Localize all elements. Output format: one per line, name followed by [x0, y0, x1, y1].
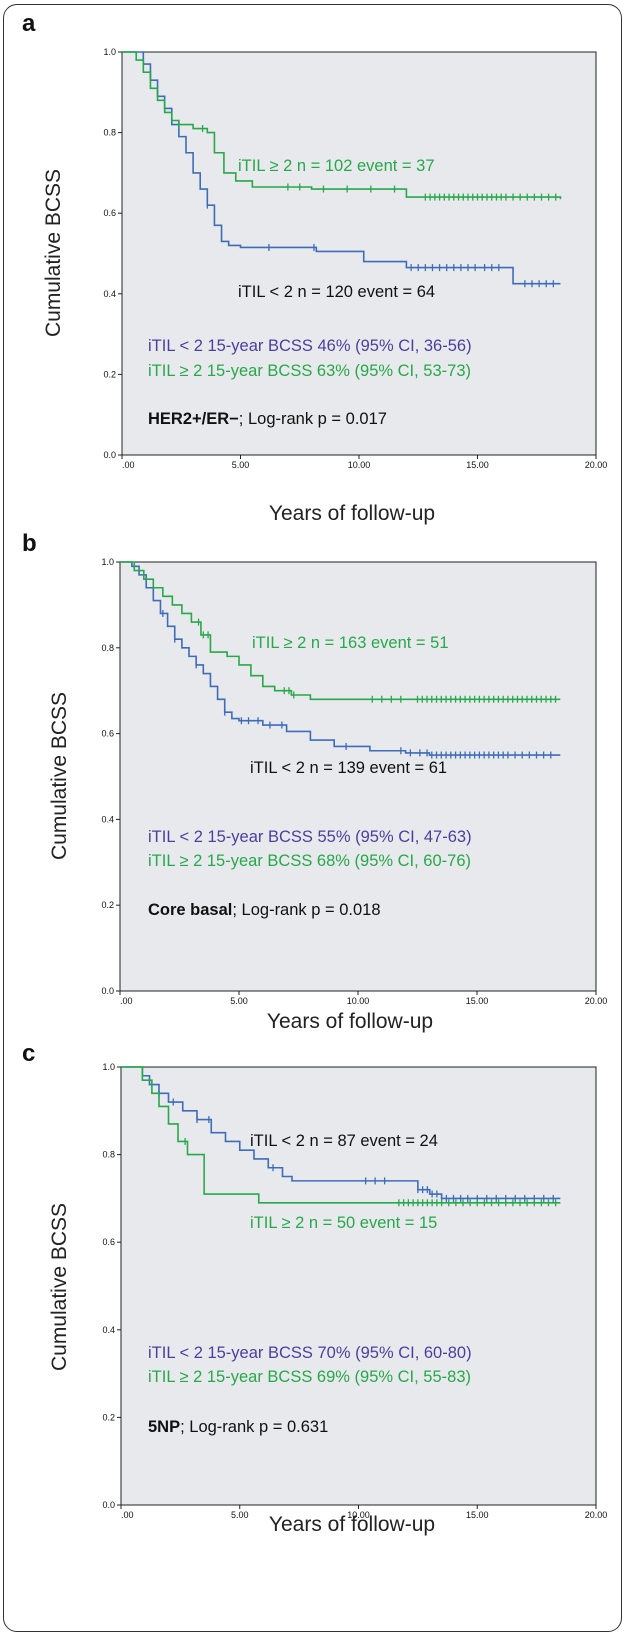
y-tick-label: 0.4 [103, 289, 116, 299]
bcss-low-text: iTIL < 2 15-year BCSS 55% (95% CI, 47-63… [148, 828, 472, 846]
logrank-text: 5NP; Log-rank p = 0.631 [148, 1418, 328, 1436]
panel-c: c .00 5.00 10.00 15.00 20.00 0.0 0.2 0.4 0.6 0.8 1… [0, 1040, 629, 1560]
x-tick-label: 10.00 [347, 1510, 370, 1520]
plot-area [121, 51, 597, 456]
y-tick-label: 0.6 [103, 208, 116, 218]
y-tick-label: 1.0 [102, 1062, 115, 1072]
series-lines [121, 1066, 561, 1207]
panel-a: a .00 5.00 10.00 15.00 20.00 0.0 0.2 0.4 0.6 0.8 1… [0, 10, 629, 530]
panel-label: b [22, 530, 37, 557]
y-tick-label: 0.6 [101, 729, 114, 739]
bcss-low-text: iTIL < 2 15-year BCSS 46% (95% CI, 36-56… [148, 337, 472, 355]
x-tick-label: 10.00 [348, 460, 371, 470]
x-tick-label: 15.00 [466, 1510, 489, 1520]
series-lines [122, 51, 562, 288]
bcss-high-text: iTIL ≥ 2 15-year BCSS 69% (95% CI, 55-83… [148, 1368, 471, 1386]
green-curve-label: iTIL ≥ 2 n = 102 event = 37 [238, 157, 435, 175]
y-tick-label: 0.4 [101, 814, 114, 824]
y-tick-label: 0.0 [103, 450, 116, 460]
survival-curve [121, 1066, 561, 1204]
logrank-value: ; Log-rank p = 0.017 [239, 410, 387, 428]
subtype-label: HER2+/ER− [148, 410, 239, 428]
y-tick-label: 0.8 [103, 128, 116, 138]
panel-label: a [22, 10, 36, 37]
y-tick-label: 0.2 [101, 900, 114, 910]
subtype-label: Core basal [148, 901, 232, 919]
x-axis-label: Years of follow-up [269, 502, 435, 525]
survival-curve [122, 51, 562, 200]
axes: .00 5.00 10.00 15.00 20.00 0.0 0.2 0.4 0.6 0.8 1.0 [102, 1062, 607, 1520]
y-tick-label: 0.0 [101, 986, 114, 996]
blue-curve-label: iTIL < 2 n = 120 event = 64 [238, 283, 435, 301]
x-tick-label: 5.00 [230, 996, 248, 1006]
y-tick-label: 1.0 [101, 557, 114, 567]
y-tick-label: 1.0 [103, 47, 116, 57]
subtype-label: 5NP [148, 1418, 180, 1436]
logrank-value: ; Log-rank p = 0.018 [232, 901, 380, 919]
blue-curve-label: iTIL < 2 n = 139 event = 61 [250, 759, 447, 777]
x-tick-label: 10.00 [347, 996, 370, 1006]
x-tick-label: 20.00 [585, 1510, 608, 1520]
y-axis-label: Cumulative BCSS [48, 692, 71, 860]
x-tick-label: .00 [120, 996, 133, 1006]
survival-curve [120, 561, 561, 701]
y-tick-label: 0.8 [102, 1150, 115, 1160]
bcss-low-text: iTIL < 2 15-year BCSS 70% (95% CI, 60-80… [148, 1344, 472, 1362]
x-tick-label: 15.00 [466, 996, 489, 1006]
green-curve-label: iTIL ≥ 2 n = 50 event = 15 [250, 1214, 437, 1232]
green-curve-label: iTIL ≥ 2 n = 163 event = 51 [252, 634, 449, 652]
axes: .00 5.00 10.00 15.00 20.00 0.0 0.2 0.4 0.6 0.8 1.0 [101, 557, 607, 1006]
y-tick-label: 0.0 [102, 1500, 115, 1510]
x-tick-label: 15.00 [466, 460, 489, 470]
x-axis-label: Years of follow-up [269, 1513, 435, 1536]
x-tick-label: 20.00 [585, 460, 608, 470]
y-tick-label: 0.6 [102, 1237, 115, 1247]
y-tick-label: 0.2 [103, 369, 116, 379]
x-tick-label: .00 [121, 1510, 134, 1520]
panel-label: c [22, 1040, 36, 1067]
bcss-high-text: iTIL ≥ 2 15-year BCSS 68% (95% CI, 60-76… [148, 852, 471, 870]
x-tick-label: 5.00 [232, 460, 250, 470]
logrank-text: HER2+/ER−; Log-rank p = 0.017 [148, 410, 387, 428]
panel-b: b .00 5.00 10.00 15.00 20.00 0.0 0.2 0.4 0.6 0.8 1… [0, 530, 629, 1040]
x-tick-label: .00 [122, 460, 135, 470]
plot-area [120, 1066, 597, 1506]
x-tick-label: 20.00 [585, 996, 608, 1006]
blue-curve-label: iTIL < 2 n = 87 event = 24 [250, 1132, 438, 1150]
y-axis-label: Cumulative BCSS [42, 169, 65, 337]
axes: .00 5.00 10.00 15.00 20.00 0.0 0.2 0.4 0.6 0.8 1.0 [103, 47, 607, 470]
km-chart-b: .00 5.00 10.00 15.00 20.00 0.0 0.2 0.4 0.6 0.8 1.0… [48, 557, 607, 1033]
logrank-value: ; Log-rank p = 0.631 [180, 1418, 328, 1436]
km-chart-c: .00 5.00 10.00 15.00 20.00 0.0 0.2 0.4 0.6 0.8 1.0… [48, 1062, 607, 1536]
x-axis-label: Years of follow-up [267, 1010, 433, 1033]
figure-frame [3, 4, 622, 1632]
logrank-text: Core basal; Log-rank p = 0.018 [148, 901, 381, 919]
survival-curve [120, 561, 561, 756]
bcss-high-text: iTIL ≥ 2 15-year BCSS 63% (95% CI, 53-73… [148, 362, 471, 380]
y-tick-label: 0.4 [102, 1325, 115, 1335]
y-axis-label: Cumulative BCSS [48, 1203, 71, 1371]
y-tick-label: 0.8 [101, 643, 114, 653]
y-tick-label: 0.2 [102, 1412, 115, 1422]
plot-area [119, 561, 597, 992]
series-lines [120, 561, 561, 759]
km-chart-a: .00 5.00 10.00 15.00 20.00 0.0 0.2 0.4 0.6 0.8 1.0… [42, 47, 607, 525]
x-tick-label: 5.00 [231, 1510, 249, 1520]
